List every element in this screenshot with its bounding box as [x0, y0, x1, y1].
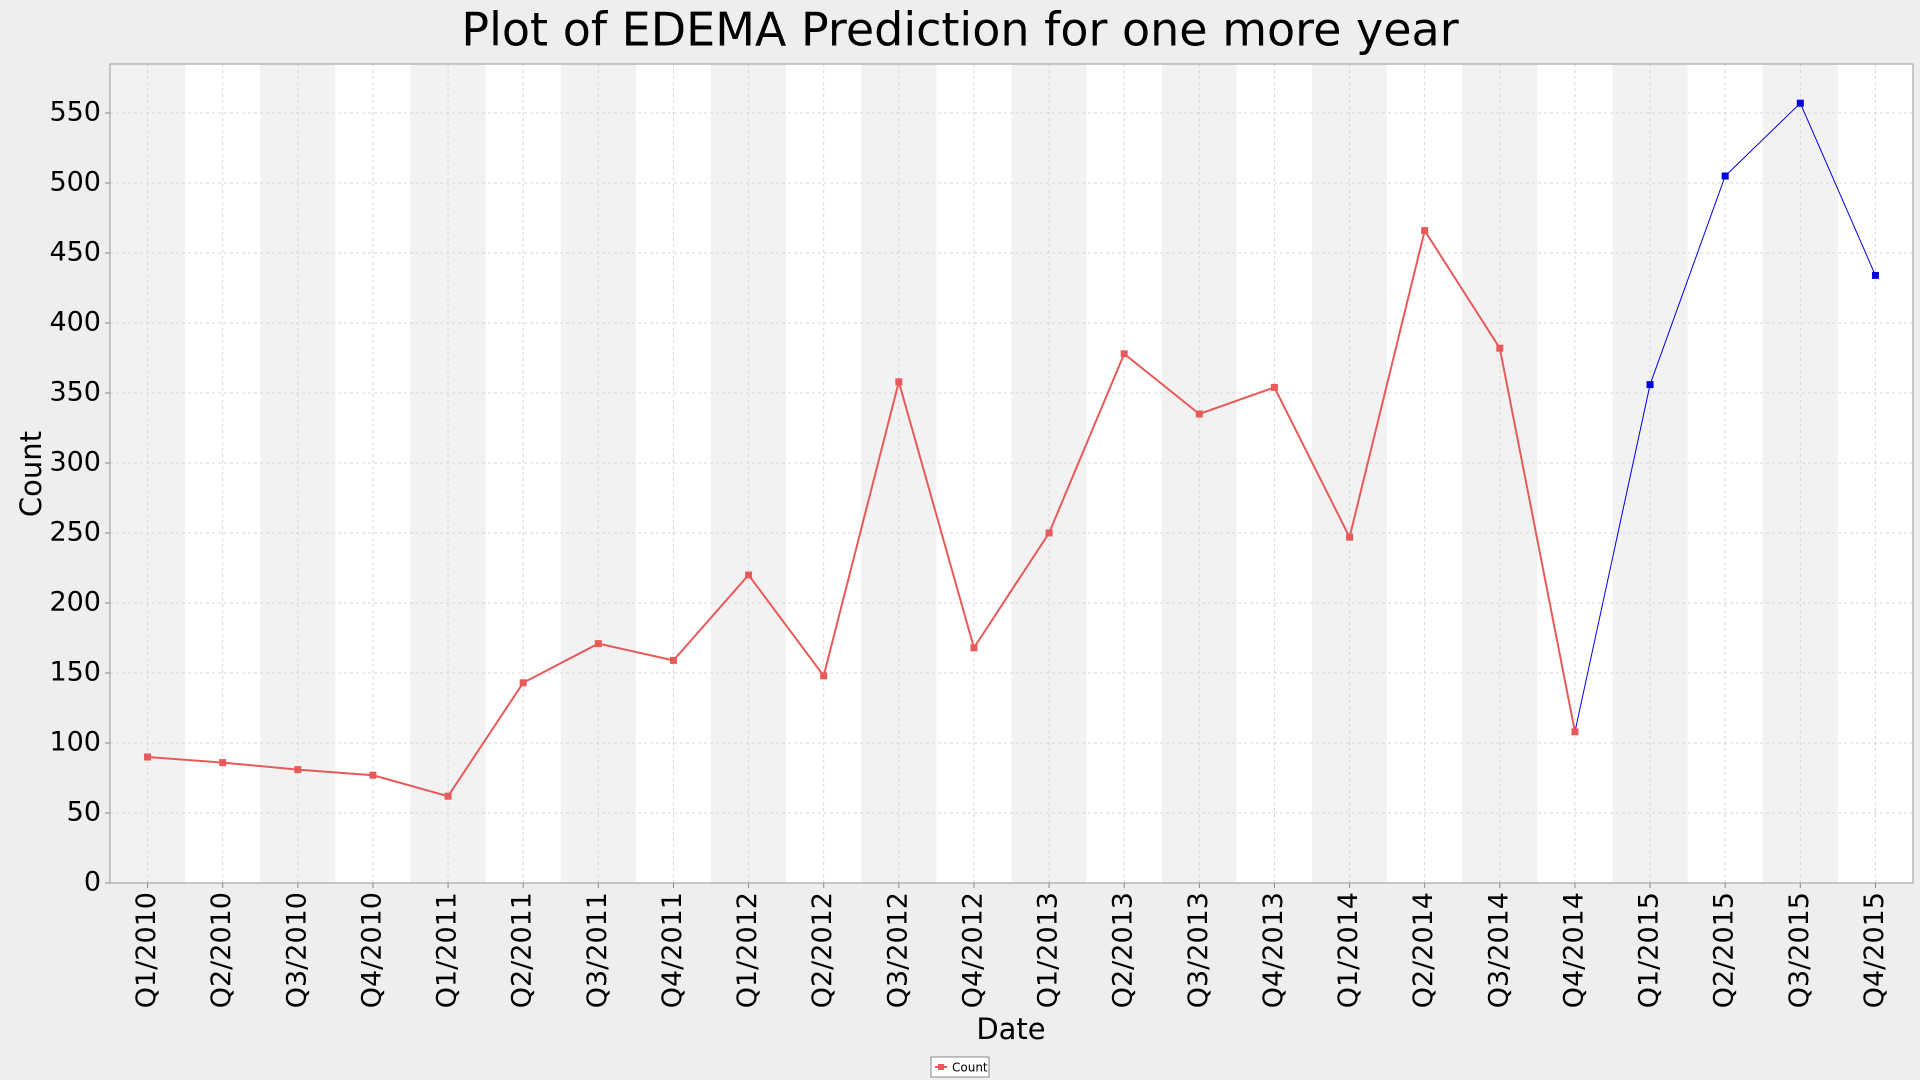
point	[1346, 533, 1354, 541]
point	[1421, 227, 1429, 235]
x-tick-label: Q4/2012	[957, 892, 988, 1008]
y-tick-label: 250	[49, 517, 101, 548]
y-tick-label: 0	[84, 867, 101, 898]
x-tick-label: Q4/2015	[1859, 892, 1890, 1008]
point	[444, 792, 452, 800]
x-tick-label: Q4/2013	[1258, 892, 1289, 1008]
x-tick-label: Q3/2015	[1784, 892, 1815, 1008]
point	[144, 753, 152, 761]
point	[519, 679, 527, 687]
point	[669, 656, 677, 664]
point	[1796, 99, 1804, 107]
legend-box	[930, 1056, 990, 1078]
x-tick-label: Q4/2011	[657, 892, 688, 1008]
y-tick-label: 550	[49, 97, 101, 128]
point	[369, 771, 377, 779]
point	[1721, 172, 1729, 180]
x-tick-label: Q3/2012	[882, 892, 913, 1008]
y-tick-label: 50	[67, 797, 101, 828]
series-line	[147, 228, 1576, 798]
y-tick-label: 100	[49, 727, 101, 758]
x-tick-label: Q1/2011	[432, 892, 463, 1008]
point	[1270, 383, 1278, 391]
point	[1045, 529, 1053, 537]
x-tick-label: Q2/2015	[1709, 892, 1740, 1008]
x-tick-label: Q2/2010	[206, 892, 237, 1008]
x-tick-label: Q2/2011	[507, 892, 538, 1008]
point	[294, 766, 302, 774]
x-tick-label: Q2/2014	[1408, 892, 1439, 1008]
point	[1571, 728, 1579, 736]
legend-marker	[938, 1064, 944, 1070]
x-tick-label: Q1/2015	[1634, 892, 1665, 1008]
y-tick-label: 150	[49, 657, 101, 688]
point	[895, 378, 903, 386]
x-tick-label: Q3/2013	[1183, 892, 1214, 1008]
x-axis-label: Date	[976, 1012, 1045, 1046]
y-tick-label: 300	[49, 447, 101, 478]
y-tick-label: 400	[49, 307, 101, 338]
point	[219, 759, 227, 767]
y-tick-label: 350	[49, 377, 101, 408]
x-tick-label: Q4/2010	[356, 892, 387, 1008]
chart-title: Plot of EDEMA Prediction for one more ye…	[461, 3, 1458, 57]
point	[594, 640, 602, 648]
y-axis-label: Count	[14, 431, 48, 517]
legend-label: Count	[952, 1061, 988, 1075]
point	[1871, 271, 1879, 279]
point	[745, 571, 753, 579]
y-tick-label: 450	[49, 237, 101, 268]
x-tick-label: Q4/2014	[1558, 892, 1589, 1008]
point	[820, 672, 828, 680]
x-tick-label: Q1/2014	[1333, 892, 1364, 1008]
x-tick-label: Q3/2011	[582, 892, 613, 1008]
plot-border	[109, 63, 1914, 884]
x-tick-label: Q2/2012	[807, 892, 838, 1008]
x-tick-label: Q1/2013	[1033, 892, 1064, 1008]
x-tick-label: Q3/2010	[281, 892, 312, 1008]
y-tick-label: 500	[49, 167, 101, 198]
y-tick-label: 200	[49, 587, 101, 618]
x-tick-label: Q2/2013	[1108, 892, 1139, 1008]
x-tick-label: Q1/2010	[131, 892, 162, 1008]
point	[1496, 344, 1504, 352]
point	[1120, 350, 1128, 358]
point	[1195, 410, 1203, 418]
x-tick-label: Q1/2012	[732, 892, 763, 1008]
point	[970, 644, 978, 652]
point	[1646, 381, 1654, 389]
x-tick-label: Q3/2014	[1483, 892, 1514, 1008]
